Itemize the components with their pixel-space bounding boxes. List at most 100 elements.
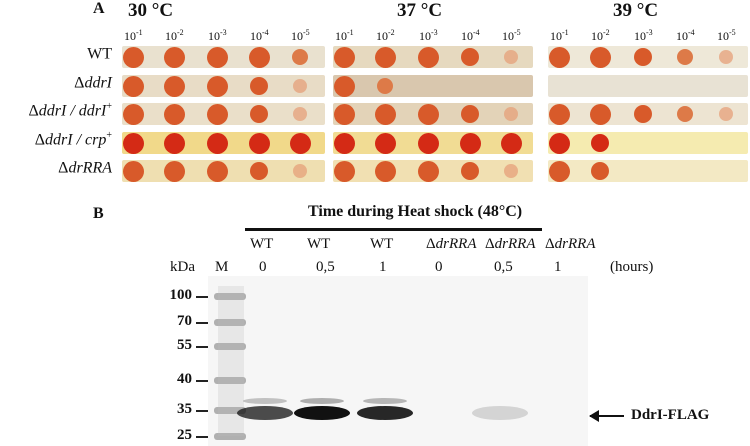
growth-spot-3-0-4 [289, 132, 311, 154]
temp-39-label: 39 °C [613, 0, 659, 21]
mw-tick-55 [196, 346, 210, 348]
plate-0-2 [548, 46, 748, 68]
growth-spot-1-0-0 [122, 75, 144, 97]
lane-strain-3: ΔdrRRA [426, 236, 476, 253]
plate-2-0 [122, 103, 325, 125]
strain-prefix: Δ [28, 102, 39, 120]
lane-strain-1: WT [307, 236, 330, 253]
dilution-exponent: -5 [303, 28, 310, 37]
strain-prefix: Δ [58, 159, 69, 177]
growth-spot-0-0-0 [122, 46, 144, 68]
lane-strain-4: ΔdrRRA [485, 236, 535, 253]
growth-spot-0-0-3 [248, 46, 270, 68]
heat-shock-header: Time during Heat shock (48°C) [308, 203, 523, 220]
dilution-exponent: -2 [603, 28, 610, 37]
marker-band-1 [214, 319, 246, 326]
growth-spot-0-1-0 [333, 46, 355, 68]
mw-marker-100: 100 [169, 287, 193, 303]
growth-spot-1-1-0 [333, 75, 355, 97]
growth-spot-1-0-2 [206, 75, 228, 97]
mw-marker-25: 25 [177, 427, 192, 443]
temp-37-label: 37 °C [397, 0, 443, 21]
dilution-label-0-2: 10-3 [208, 28, 227, 44]
growth-spot-3-1-4 [500, 132, 522, 154]
dilution-exponent: -1 [136, 28, 143, 37]
growth-spot-2-1-2 [417, 103, 439, 125]
growth-spot-4-1-2 [417, 160, 439, 182]
plate-4-0 [122, 160, 325, 182]
dilution-base: 10 [335, 29, 347, 43]
dilution-label-0-0: 10-1 [124, 28, 143, 44]
dilution-exponent: -2 [177, 28, 184, 37]
lane-time-5: 1 [554, 259, 562, 275]
growth-spot-4-1-4 [503, 163, 519, 179]
growth-spot-4-0-0 [122, 160, 144, 182]
dilution-base: 10 [250, 29, 262, 43]
strain-prefix: Δ [74, 74, 85, 92]
dilution-base: 10 [124, 29, 136, 43]
growth-spot-1-1-1 [376, 77, 394, 95]
dilution-exponent: -3 [220, 28, 227, 37]
dilution-base: 10 [419, 29, 431, 43]
dilution-label-1-2: 10-3 [419, 28, 438, 44]
strain-label-3: ΔddrI / crp+ [0, 130, 112, 149]
growth-spot-3-0-0 [122, 132, 144, 154]
lane-strain-prefix: Δ [426, 236, 436, 252]
upper-band-1 [300, 398, 344, 404]
strain-italic: ddrI [84, 74, 112, 92]
lane-time-0: 0 [259, 259, 267, 275]
dilution-exponent: -3 [431, 28, 438, 37]
band-arrow-shaft [590, 415, 624, 417]
panel-b-letter: B [93, 205, 104, 222]
growth-spot-0-1-1 [374, 46, 396, 68]
dilution-base: 10 [634, 29, 646, 43]
strain-italic: drRRA [68, 159, 112, 177]
dilution-exponent: -4 [473, 28, 480, 37]
strain-italic: ddrI / crp [45, 131, 107, 149]
dilution-label-1-1: 10-2 [376, 28, 395, 44]
band-label: DdrI-FLAG [631, 407, 710, 423]
marker-band-0 [214, 293, 246, 300]
ddri-flag-band-0 [237, 406, 293, 420]
dilution-label-1-0: 10-1 [335, 28, 354, 44]
dilution-base: 10 [208, 29, 220, 43]
dilution-label-2-2: 10-3 [634, 28, 653, 44]
strain-label-2: ΔddrI / ddrI+ [0, 101, 113, 120]
panel-a-letter: A [93, 0, 105, 17]
growth-spot-2-0-0 [122, 103, 144, 125]
ddri-flag-band-1 [294, 406, 350, 420]
growth-spot-0-2-2 [633, 47, 653, 67]
ddri-flag-band-2 [357, 406, 413, 420]
lane-time-3: 0 [435, 259, 443, 275]
lane-strain-italic: drRRA [435, 236, 477, 252]
dilution-exponent: -2 [388, 28, 395, 37]
growth-spot-0-2-3 [676, 48, 694, 66]
growth-spot-4-2-0 [548, 160, 570, 182]
marker-band-3 [214, 377, 246, 384]
growth-spot-2-2-4 [718, 106, 734, 122]
plate-1-0 [122, 75, 325, 97]
dilution-label-1-4: 10-5 [502, 28, 521, 44]
growth-spot-2-0-4 [292, 106, 308, 122]
mw-marker-70: 70 [177, 313, 192, 329]
growth-spot-3-0-1 [163, 132, 185, 154]
lane-strain-prefix: Δ [485, 236, 495, 252]
plate-2-1 [333, 103, 533, 125]
plate-0-1 [333, 46, 533, 68]
growth-spot-3-1-1 [374, 132, 396, 154]
dilution-exponent: -5 [514, 28, 521, 37]
kda-label: kDa [170, 259, 195, 275]
growth-spot-4-1-3 [460, 161, 480, 181]
plate-3-2 [548, 132, 748, 154]
dilution-base: 10 [676, 29, 688, 43]
growth-spot-0-2-4 [718, 49, 734, 65]
dilution-base: 10 [291, 29, 303, 43]
growth-spot-2-0-3 [249, 104, 269, 124]
lane-strain-italic: drRRA [494, 236, 536, 252]
strain-prefix: WT [87, 45, 112, 63]
lane-strain-plain: WT [250, 236, 274, 252]
growth-spot-3-0-2 [206, 132, 228, 154]
mw-tick-25 [196, 436, 210, 438]
strain-sup: + [106, 130, 112, 141]
lane-strain-plain: WT [307, 236, 331, 252]
